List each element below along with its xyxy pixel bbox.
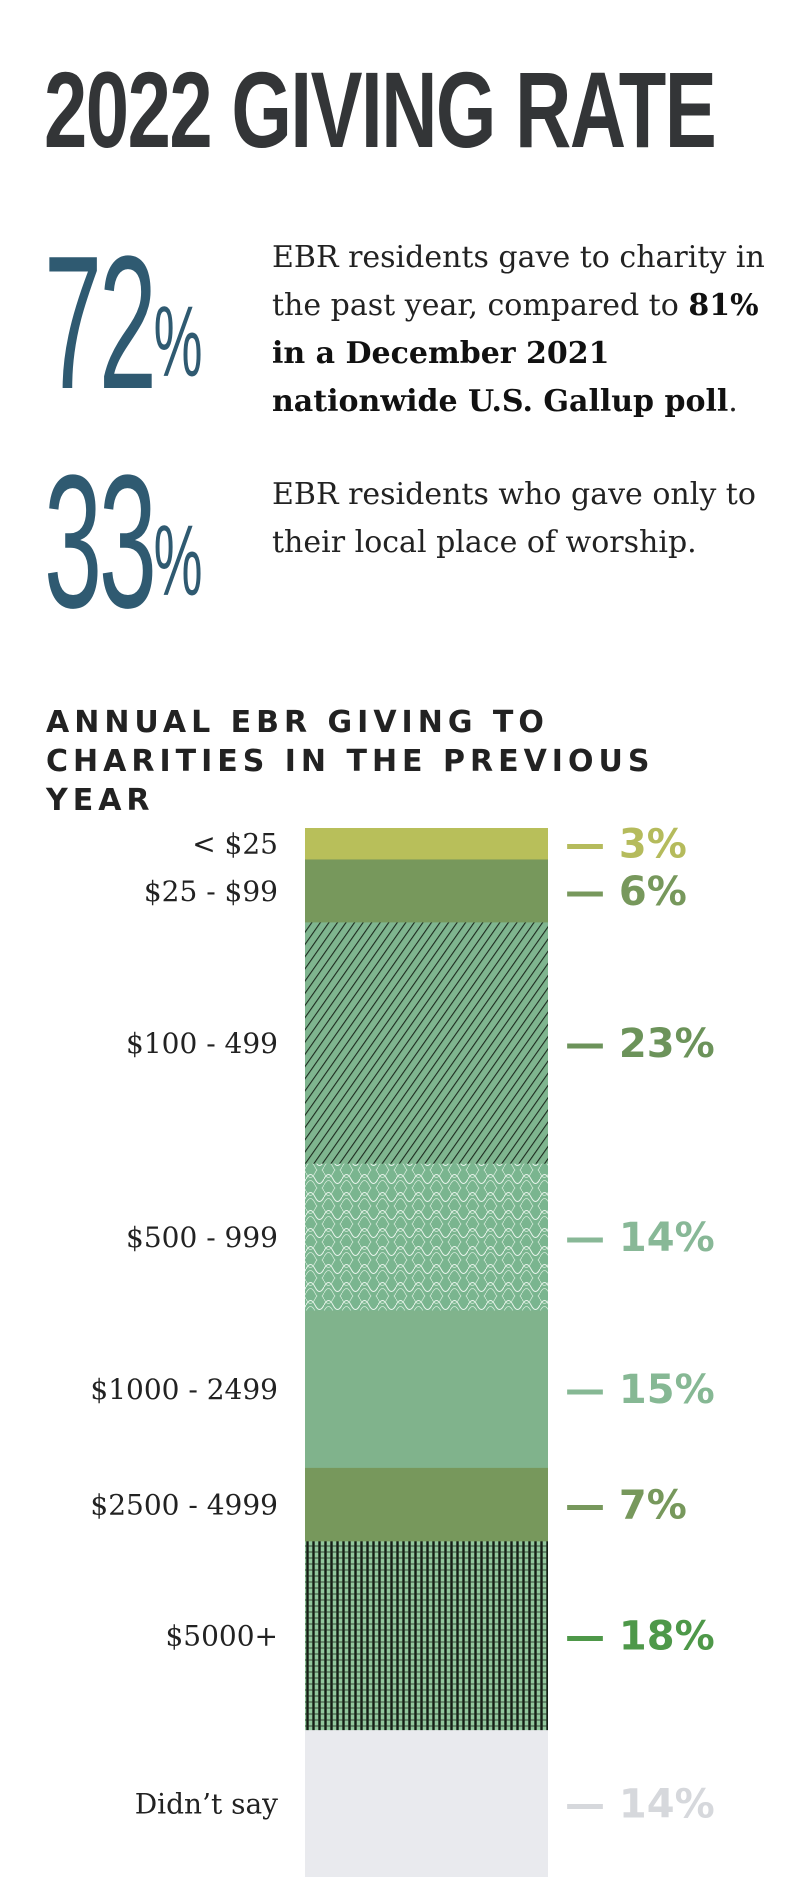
category-label: $1000 - 2499: [90, 1373, 278, 1406]
bar-segment: [305, 1730, 548, 1877]
value-label: — 6%: [565, 869, 687, 915]
value-label: — 7%: [565, 1483, 687, 1529]
bar-segment: [305, 828, 548, 860]
bar-segment: [305, 859, 548, 923]
value-label: — 18%: [565, 1614, 715, 1660]
value-label: — 14%: [565, 1215, 715, 1261]
stat-text-plain: EBR residents gave to charity in the pas…: [272, 240, 765, 323]
stat-number: 33: [44, 436, 157, 648]
value-label: — 23%: [565, 1021, 715, 1067]
bar-segment: [305, 1541, 548, 1731]
chart-title: ANNUAL EBR GIVING TO CHARITIES IN THE PR…: [46, 705, 655, 818]
bars-layer: [305, 828, 548, 1877]
value-label: — 14%: [565, 1782, 715, 1828]
value-label: — 15%: [565, 1367, 715, 1413]
stat-percent-sign: %: [153, 286, 203, 398]
stat-text-bold: 81% in a December 2021 nationwide U.S. G…: [272, 288, 759, 419]
stat-percent-sign: %: [153, 505, 203, 617]
stat-text-plain: EBR residents who gave only to their loc…: [272, 477, 756, 560]
category-label: $25 - $99: [144, 875, 278, 908]
category-label: < $25: [192, 828, 278, 861]
category-label: $5000+: [165, 1620, 278, 1653]
page-title: 2022 GIVING RATE: [44, 49, 717, 170]
value-label: — 3%: [565, 822, 687, 868]
bar-segment: [305, 922, 548, 1165]
stat-33-description: EBR residents who gave only to their loc…: [272, 471, 772, 567]
category-label: Didn’t say: [135, 1788, 278, 1821]
stat-text-end: .: [728, 384, 738, 419]
category-label: $2500 - 4999: [90, 1489, 278, 1522]
stat-72-description: EBR residents gave to charity in the pas…: [272, 234, 772, 426]
stat-72-number: 72%: [44, 228, 203, 418]
bar-segment: [305, 1310, 548, 1469]
bar-segment: [305, 1163, 548, 1312]
bar-segment: [305, 1467, 548, 1542]
labels-layer: < $25 — 3% $25 - $99 — 6% $100 - 499 — 23% $50…: [90, 822, 714, 1828]
category-label: $500 - 999: [126, 1221, 278, 1254]
stat-33-number: 33%: [44, 447, 203, 637]
stat-number: 72: [44, 217, 157, 429]
category-label: $100 - 499: [126, 1027, 278, 1060]
